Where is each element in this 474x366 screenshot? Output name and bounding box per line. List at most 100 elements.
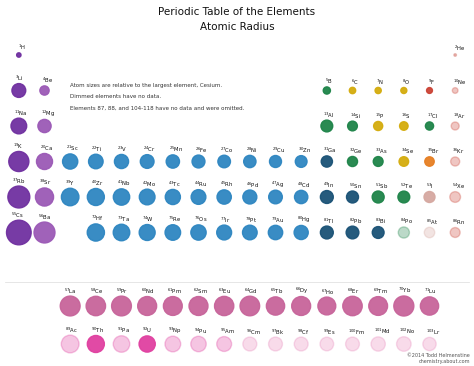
Text: $^{78}$Pt: $^{78}$Pt <box>246 215 257 225</box>
Text: Atomic Radius: Atomic Radius <box>200 22 274 32</box>
Text: Elements 87, 88, and 104-118 have no data and were omitted.: Elements 87, 88, and 104-118 have no dat… <box>70 105 245 111</box>
Circle shape <box>217 337 232 351</box>
Circle shape <box>164 296 182 315</box>
Circle shape <box>113 189 130 205</box>
Text: $^{11}$Na: $^{11}$Na <box>14 108 28 117</box>
Text: $^{74}$W: $^{74}$W <box>142 215 154 224</box>
Circle shape <box>165 336 181 352</box>
Text: $^{40}$Zr: $^{40}$Zr <box>91 179 103 188</box>
Circle shape <box>269 190 283 204</box>
Text: $^{25}$Mn: $^{25}$Mn <box>169 145 183 154</box>
Text: $^{71}$Lu: $^{71}$Lu <box>424 287 437 296</box>
Circle shape <box>218 155 230 168</box>
Circle shape <box>87 224 104 241</box>
Text: $^{63}$Eu: $^{63}$Eu <box>219 287 231 296</box>
Circle shape <box>243 190 257 204</box>
Text: $^{72}$Hf: $^{72}$Hf <box>91 214 103 223</box>
Text: $^{1}$H: $^{1}$H <box>18 43 26 52</box>
Text: $^{55}$Cs: $^{55}$Cs <box>11 210 25 220</box>
Text: $^{24}$Cr: $^{24}$Cr <box>143 145 156 154</box>
Circle shape <box>427 87 432 93</box>
Circle shape <box>347 121 357 131</box>
Text: $^{31}$Ga: $^{31}$Ga <box>323 146 337 156</box>
Circle shape <box>394 296 414 316</box>
Text: $^{59}$Pr: $^{59}$Pr <box>116 286 128 296</box>
Circle shape <box>423 337 436 351</box>
Text: $^{44}$Ru: $^{44}$Ru <box>194 180 208 189</box>
Text: $^{19}$K: $^{19}$K <box>13 142 23 151</box>
Circle shape <box>401 87 407 94</box>
Text: $^{76}$Os: $^{76}$Os <box>194 215 207 224</box>
Circle shape <box>346 337 359 351</box>
Text: $^{48}$Cd: $^{48}$Cd <box>297 180 310 190</box>
Circle shape <box>139 189 155 205</box>
Circle shape <box>113 224 130 241</box>
Text: $^{29}$Cu: $^{29}$Cu <box>272 146 285 155</box>
Text: $^{96}$Cm: $^{96}$Cm <box>246 327 261 336</box>
Text: $^{39}$Y: $^{39}$Y <box>65 179 75 188</box>
Circle shape <box>343 296 362 316</box>
Circle shape <box>40 86 49 95</box>
Circle shape <box>399 157 409 166</box>
Text: $^{77}$Ir: $^{77}$Ir <box>220 215 230 225</box>
Text: $^{3}$Li: $^{3}$Li <box>15 74 23 83</box>
Text: $^{6}$C: $^{6}$C <box>351 78 358 87</box>
Circle shape <box>321 156 332 167</box>
Circle shape <box>320 337 334 351</box>
Text: $^{68}$Er: $^{68}$Er <box>346 287 359 296</box>
Circle shape <box>36 188 54 206</box>
Text: $^{103}$Lr: $^{103}$Lr <box>426 328 440 337</box>
Text: ©2014 Todd Helmenstine
chemistry.about.com: ©2014 Todd Helmenstine chemistry.about.c… <box>407 353 470 364</box>
Text: $^{100}$Fm: $^{100}$Fm <box>348 327 365 337</box>
Circle shape <box>318 297 336 315</box>
Text: $^{35}$Br: $^{35}$Br <box>427 147 439 156</box>
Circle shape <box>191 225 206 240</box>
Text: $^{4}$Be: $^{4}$Be <box>42 76 53 85</box>
Circle shape <box>295 156 307 167</box>
Text: $^{86}$Rn: $^{86}$Rn <box>452 218 465 227</box>
Circle shape <box>397 337 411 351</box>
Circle shape <box>140 155 154 168</box>
Circle shape <box>425 157 434 166</box>
Circle shape <box>424 227 435 238</box>
Text: $^{8}$O: $^{8}$O <box>402 78 410 87</box>
Circle shape <box>398 191 410 203</box>
Circle shape <box>292 296 310 315</box>
Circle shape <box>268 225 283 240</box>
Text: $^{34}$Se: $^{34}$Se <box>401 147 414 156</box>
Text: $^{20}$Ca: $^{20}$Ca <box>40 144 53 153</box>
Circle shape <box>86 296 106 316</box>
Text: $^{21}$Sc: $^{21}$Sc <box>65 144 78 153</box>
Text: $^{43}$Tc: $^{43}$Tc <box>168 180 181 189</box>
Text: $^{26}$Fe: $^{26}$Fe <box>195 145 208 154</box>
Text: $^{18}$Ar: $^{18}$Ar <box>453 112 465 122</box>
Circle shape <box>138 296 156 315</box>
Text: $^{38}$Sr: $^{38}$Sr <box>39 178 52 187</box>
Text: $^{51}$Sb: $^{51}$Sb <box>374 181 388 191</box>
Text: $^{58}$Ce: $^{58}$Ce <box>90 287 103 296</box>
Text: $^{2}$He: $^{2}$He <box>455 44 466 53</box>
Circle shape <box>346 226 359 239</box>
Text: $^{62}$Sm: $^{62}$Sm <box>193 287 208 296</box>
Circle shape <box>375 87 381 94</box>
Text: $^{98}$Cf: $^{98}$Cf <box>297 327 310 337</box>
Text: $^{42}$Mo: $^{42}$Mo <box>143 179 157 188</box>
Text: $^{64}$Gd: $^{64}$Gd <box>244 287 258 296</box>
Text: $^{65}$Tb: $^{65}$Tb <box>270 287 283 296</box>
Text: $^{57}$La: $^{57}$La <box>64 286 77 296</box>
Circle shape <box>139 224 155 240</box>
Text: $^{10}$Ne: $^{10}$Ne <box>454 78 467 87</box>
Text: $^{27}$Co: $^{27}$Co <box>220 145 234 155</box>
Text: $^{93}$Np: $^{93}$Np <box>168 325 182 336</box>
Circle shape <box>217 225 232 240</box>
Text: $^{33}$As: $^{33}$As <box>375 147 388 156</box>
Circle shape <box>346 191 358 203</box>
Circle shape <box>89 154 103 169</box>
Text: $^{99}$Es: $^{99}$Es <box>323 327 336 337</box>
Text: Periodic Table of the Elements: Periodic Table of the Elements <box>158 7 316 17</box>
Text: $^{91}$Pa: $^{91}$Pa <box>117 326 129 335</box>
Text: $^{81}$Tl: $^{81}$Tl <box>323 216 334 225</box>
Circle shape <box>372 191 384 203</box>
Circle shape <box>373 157 383 167</box>
Text: $^{45}$Rh: $^{45}$Rh <box>220 180 233 189</box>
